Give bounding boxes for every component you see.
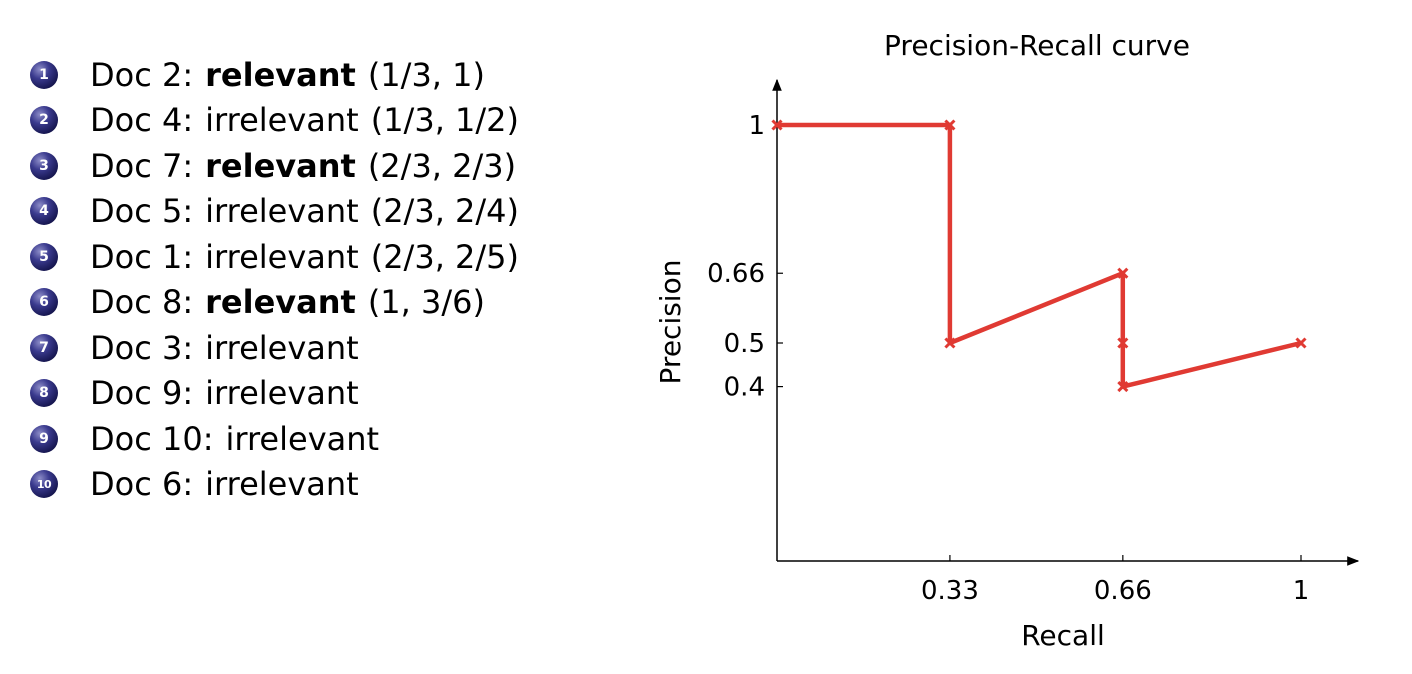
recall-precision-pair: (2/3, 2/3) (367, 146, 517, 185)
rank-number-icon: 4 (30, 197, 58, 226)
chart-title: Precision-Recall curve (884, 29, 1190, 62)
list-item: 4 Doc 5: irrelevant (2/3, 2/4) (30, 189, 590, 235)
list-item: 10 Doc 6: irrelevant (30, 462, 590, 508)
ranked-document-list: 1 Doc 2: relevant (1/3, 1) 2 Doc 4: irrelevant… (30, 52, 590, 507)
relevance-status: relevant (205, 146, 356, 185)
relevance-status: irrelevant (205, 237, 359, 276)
data-point-marker (1295, 337, 1307, 349)
relevance-status: relevant (205, 283, 356, 322)
list-item: 1 Doc 2: relevant (1/3, 1) (30, 52, 590, 98)
doc-name: Doc 10: (90, 419, 214, 458)
relevance-status: irrelevant (205, 101, 359, 140)
x-tick-label: 0.33 (921, 576, 979, 606)
doc-name: Doc 1: (90, 237, 194, 276)
list-item: 6 Doc 8: relevant (1, 3/6) (30, 280, 590, 326)
list-item: 7 Doc 3: irrelevant (30, 325, 590, 371)
y-tick-label: 0.4 (724, 373, 765, 403)
y-tick-label: 0.5 (724, 329, 765, 359)
doc-name: Doc 2: (90, 55, 194, 94)
list-item: 9 Doc 10: irrelevant (30, 416, 590, 462)
data-point-marker (944, 337, 956, 349)
recall-precision-pair: (1/3, 1/2) (370, 101, 520, 140)
rank-number-icon: 6 (30, 288, 58, 317)
relevance-status: irrelevant (205, 465, 359, 504)
data-point-marker (1117, 267, 1129, 279)
list-item: 3 Doc 7: relevant (2/3, 2/3) (30, 143, 590, 189)
data-point-marker (771, 119, 783, 131)
relevance-status: irrelevant (225, 419, 380, 458)
x-tick-label: 0.66 (1094, 576, 1152, 606)
rank-number-icon: 7 (30, 333, 58, 362)
rank-number-icon: 5 (30, 242, 58, 271)
series-line-precision-recall (777, 122, 1302, 389)
recall-precision-pair: (2/3, 2/5) (370, 237, 520, 276)
rank-number-icon: 10 (30, 470, 58, 499)
relevance-status: irrelevant (205, 192, 359, 231)
doc-name: Doc 4: (90, 101, 194, 140)
y-axis-label: Precision (654, 260, 687, 385)
x-ticks: 0.33 0.66 1 (921, 555, 1309, 606)
y-ticks: 1 0.66 0.5 0.4 (707, 111, 783, 403)
list-item: 2 Doc 4: irrelevant (1/3, 1/2) (30, 98, 590, 144)
doc-name: Doc 3: (90, 328, 194, 367)
doc-name: Doc 9: (90, 374, 194, 413)
data-points (771, 119, 1307, 393)
data-point-marker (1117, 337, 1129, 349)
x-tick-label: 1 (1293, 576, 1310, 606)
x-axis-label: Recall (1021, 619, 1105, 652)
doc-name: Doc 5: (90, 192, 194, 231)
rank-number-icon: 9 (30, 424, 58, 453)
relevance-status: irrelevant (205, 374, 359, 413)
rank-number-icon: 3 (30, 151, 58, 180)
doc-name: Doc 8: (90, 283, 194, 322)
y-tick-label: 0.66 (707, 259, 765, 289)
list-item: 8 Doc 9: irrelevant (30, 371, 590, 417)
rank-number-icon: 1 (30, 60, 58, 89)
relevance-status: irrelevant (205, 328, 359, 367)
recall-precision-pair: (1/3, 1) (367, 55, 485, 94)
recall-precision-pair: (1, 3/6) (367, 283, 485, 322)
doc-name: Doc 6: (90, 465, 194, 504)
data-point-marker (944, 119, 956, 131)
rank-number-icon: 2 (30, 106, 58, 135)
rank-number-icon: 8 (30, 379, 58, 408)
relevance-status: relevant (205, 55, 356, 94)
y-tick-label: 1 (748, 111, 765, 141)
data-point-marker (1117, 381, 1129, 393)
doc-name: Doc 7: (90, 146, 194, 185)
list-item: 5 Doc 1: irrelevant (2/3, 2/5) (30, 234, 590, 280)
recall-precision-pair: (2/3, 2/4) (370, 192, 520, 231)
